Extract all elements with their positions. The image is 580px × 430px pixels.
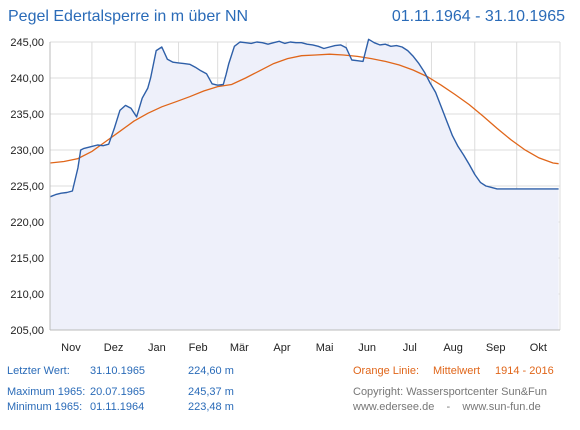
last-value-date: 31.10.1965	[90, 365, 146, 377]
x-tick-label: Nov	[61, 342, 81, 354]
x-tick-label: Mai	[316, 342, 334, 354]
y-tick-label: 245,00	[10, 37, 44, 49]
y-tick-label: 230,00	[10, 145, 44, 157]
mean-legend: Orange Linie: Mittelwert 1914 - 2016	[353, 365, 554, 377]
date-range: 01.11.1964 - 31.10.1965	[391, 8, 565, 25]
y-tick-label: 240,00	[10, 73, 44, 85]
level-line-layer	[49, 38, 559, 198]
x-tick-label: Mär	[230, 342, 249, 354]
level-area-fill	[50, 39, 559, 331]
y-axis-ticks: 245,00 240,00 235,00 230,00 225,00 220,00 215,…	[10, 37, 44, 337]
max-value-label: Maximum 1965:	[7, 386, 86, 398]
x-tick-label: Dez	[104, 342, 124, 354]
max-value-amount: 245,37 m	[188, 386, 234, 398]
x-tick-label: Apr	[273, 342, 290, 354]
y-tick-label: 220,00	[10, 217, 44, 229]
min-value-date: 01.11.1964	[90, 401, 145, 413]
mean-line-layer	[49, 53, 559, 165]
last-value-row: Letzter Wert: 31.10.1965 224,60 m	[7, 365, 234, 377]
x-tick-label: Sep	[486, 342, 506, 354]
level-series-line	[49, 38, 559, 198]
level-area	[50, 39, 559, 331]
x-tick-label: Jul	[403, 342, 417, 354]
max-value-row: Maximum 1965: 20.07.1965 245,37 m	[7, 386, 234, 398]
x-tick-label: Aug	[443, 342, 463, 354]
y-tick-label: 215,00	[10, 253, 44, 265]
max-value-date: 20.07.1965	[90, 386, 146, 398]
x-tick-label: Feb	[189, 342, 208, 354]
chart-title: Pegel Edertalsperre in m über NN	[8, 8, 249, 25]
copyright: Copyright: Wassersportcenter Sun&Fun	[353, 386, 548, 398]
x-axis-ticks: Nov Dez Jan Feb Mär Apr Mai Jun Jul Aug Sep Okt	[61, 342, 547, 354]
last-value-amount: 224,60 m	[188, 365, 234, 377]
mean-legend-label: Orange Linie:	[353, 365, 420, 377]
min-value-label: Minimum 1965:	[7, 401, 83, 413]
mean-legend-name: Mittelwert	[433, 365, 481, 377]
x-tick-label: Okt	[530, 342, 547, 354]
mean-series-line	[49, 53, 559, 165]
last-value-label: Letzter Wert:	[7, 365, 70, 377]
mean-legend-range: 1914 - 2016	[495, 365, 554, 377]
x-tick-label: Jun	[358, 342, 376, 354]
y-tick-label: 235,00	[10, 109, 44, 121]
y-tick-label: 210,00	[10, 289, 44, 301]
y-tick-label: 225,00	[10, 181, 44, 193]
x-tick-label: Jan	[148, 342, 166, 354]
min-value-amount: 223,48 m	[188, 401, 234, 413]
y-tick-label: 205,00	[10, 325, 44, 337]
level-chart: 245,00 240,00 235,00 230,00 225,00 220,00 215,…	[10, 37, 561, 354]
axes	[49, 42, 560, 331]
website-links[interactable]: www.edersee.de - www.sun-fun.de	[353, 401, 541, 413]
min-value-row: Minimum 1965: 01.11.1964 223,48 m	[7, 401, 234, 413]
